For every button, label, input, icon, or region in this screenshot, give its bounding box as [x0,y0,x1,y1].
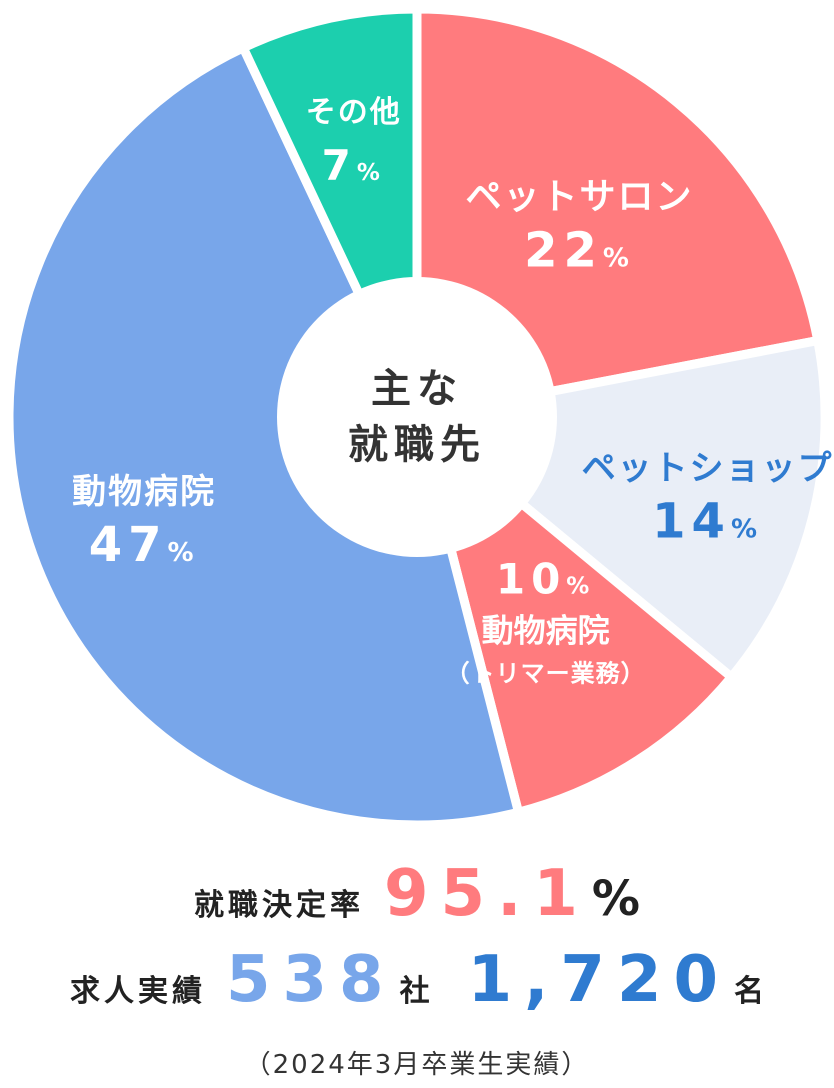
pie-label-other: その他 [306,95,402,130]
pie-center-hole [277,277,557,557]
employment-rate-row: 就職決定率 95.1 % [0,862,834,927]
openings-unit: 名 [734,974,765,1009]
pie-slice-pet-salon [412,4,824,423]
pie-value-other: 7% [322,141,386,190]
pie-labels: ペットサロン 22% ペットショップ 14% 10% 動物病院 （トリマー業務） 動物病院 47… [72,95,834,688]
pie-center-title-line-1: 主な [371,366,463,412]
openings-count-value: 1,720 [467,943,731,1017]
pie-value-pet-shop: 14% [652,494,763,550]
pie-label-pet-shop: ペットショップ [582,449,834,489]
pie-label-animal-hospital-trimmer: 動物病院 [482,612,610,650]
pie-value-pet-salon: 22% [524,223,635,279]
employment-rate-label: 就職決定率 [194,888,364,923]
stats-footnote: （2024年3月卒業生実績） [244,1050,590,1080]
companies-count-value: 538 [225,943,396,1017]
pie-value-animal-hospital: 47% [89,517,200,573]
employment-rate-value: 95.1 [384,857,590,931]
pie-sublabel-animal-hospital-trimmer: （トリマー業務） [446,660,646,688]
pie-label-animal-hospital: 動物病院 [72,472,216,512]
companies-unit: 社 [399,974,430,1009]
pie-slice-animal-hospital [4,41,524,830]
job-offers-row: 求人実績 538 社 1,720 名 [0,948,834,1012]
job-offers-label: 求人実績 [69,974,206,1009]
employment-rate-unit: % [591,871,640,927]
pie-chart: ペットサロン 22% ペットショップ 14% 10% 動物病院 （トリマー業務） 動物病院 47… [4,4,834,830]
pie-value-animal-hospital-trimmer: 10% [496,555,596,604]
pie-center-title-line-2: 就職先 [348,422,486,468]
pie-label-pet-salon: ペットサロン [466,177,694,218]
